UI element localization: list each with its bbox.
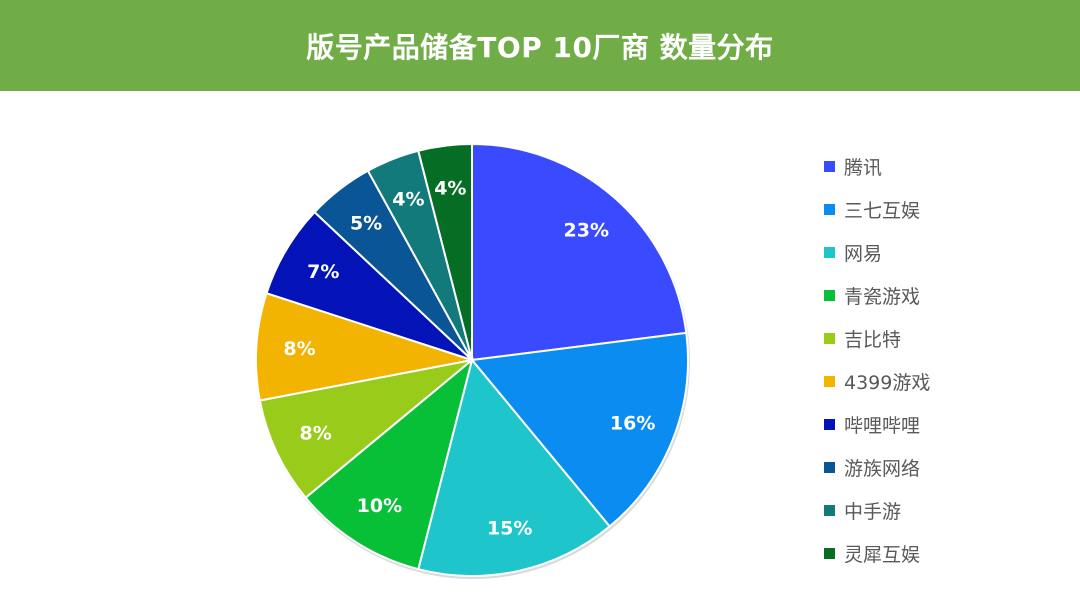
legend-item-3: 网易 xyxy=(824,231,1064,274)
pie-slice-2 xyxy=(470,331,689,528)
legend-swatch xyxy=(824,505,835,516)
legend-swatch xyxy=(824,333,835,344)
legend-item-1: 腾讯 xyxy=(824,145,1064,188)
legend-swatch xyxy=(824,290,835,301)
chart-area: 23% 16% 15% 10% 8% 8% 7% 5% 4% 4% 腾讯三七互娱网易青瓷游戏吉比特… xyxy=(0,91,1080,603)
legend-swatch xyxy=(824,204,835,215)
legend-swatch xyxy=(824,548,835,559)
slice-label-10: 4% xyxy=(434,178,466,200)
legend-label: 哔哩哔哩 xyxy=(844,415,921,437)
slice-label-5: 8% xyxy=(300,423,332,445)
legend-label: 吉比特 xyxy=(844,329,902,351)
legend-label: 游族网络 xyxy=(844,458,921,480)
slice-label-7: 7% xyxy=(307,261,339,283)
slice-label-4: 10% xyxy=(357,495,402,517)
slice-label-9: 4% xyxy=(392,188,424,210)
legend-item-7: 哔哩哔哩 xyxy=(824,403,1064,446)
pie-chart: 23% 16% 15% 10% 8% 8% 7% 5% 4% 4% xyxy=(255,142,690,579)
legend-item-5: 吉比特 xyxy=(824,317,1064,360)
legend-label: 灵犀互娱 xyxy=(844,544,921,566)
legend-label: 青瓷游戏 xyxy=(844,286,921,308)
legend-item-6: 4399游戏 xyxy=(824,360,1064,403)
pie-slice-10 xyxy=(417,142,473,361)
legend-swatch xyxy=(824,419,835,430)
legend-label: 三七互娱 xyxy=(844,200,921,222)
pie-slice-4 xyxy=(304,357,474,571)
legend-item-4: 青瓷游戏 xyxy=(824,274,1064,317)
pie-slice-5 xyxy=(258,359,473,500)
legend-label: 4399游戏 xyxy=(844,372,931,394)
pie-slice-3 xyxy=(417,357,612,577)
pie-slice-6 xyxy=(255,291,473,402)
chart-title: 版号产品储备TOP 10厂商 数量分布 xyxy=(306,30,774,64)
legend-swatch xyxy=(824,247,835,258)
legend-item-10: 灵犀互娱 xyxy=(824,532,1064,575)
legend-item-8: 游族网络 xyxy=(824,446,1064,489)
title-bar: 版号产品储备TOP 10厂商 数量分布 xyxy=(0,0,1080,91)
legend-swatch xyxy=(824,462,835,473)
legend-label: 网易 xyxy=(844,243,883,265)
legend-swatch xyxy=(824,161,835,172)
legend-swatch xyxy=(824,376,835,387)
slice-label-2: 16% xyxy=(610,413,655,435)
slice-label-6: 8% xyxy=(283,338,315,360)
legend-label: 中手游 xyxy=(844,501,902,523)
slice-label-3: 15% xyxy=(487,518,532,540)
legend-label: 腾讯 xyxy=(844,157,883,179)
legend-item-9: 中手游 xyxy=(824,489,1064,532)
slice-label-1: 23% xyxy=(564,219,609,241)
legend-item-2: 三七互娱 xyxy=(824,188,1064,231)
legend: 腾讯三七互娱网易青瓷游戏吉比特 4399游戏 哔哩哔哩游族网络中手游灵犀互娱 xyxy=(824,145,1064,575)
slice-label-8: 5% xyxy=(350,212,382,234)
pie-slice-1 xyxy=(471,142,688,362)
